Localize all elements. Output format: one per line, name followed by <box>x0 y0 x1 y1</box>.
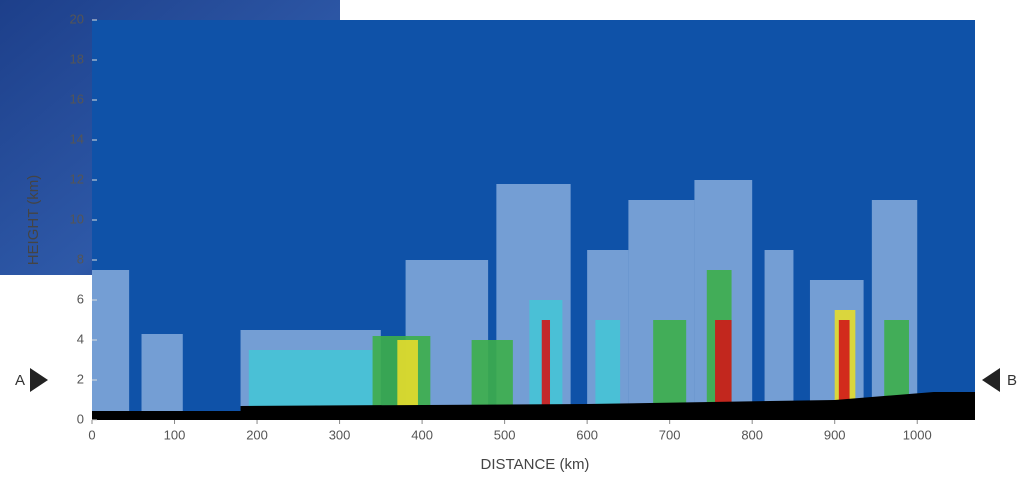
y-tick-label: 2 <box>77 371 84 386</box>
x-tick-label: 200 <box>246 427 268 442</box>
x-tick-label: 900 <box>824 427 846 442</box>
y-tick-label: 6 <box>77 291 84 306</box>
y-tick-label: 12 <box>70 171 84 186</box>
marker-arrow <box>30 368 48 392</box>
y-tick-label: 20 <box>70 11 84 26</box>
y-tick-label: 16 <box>70 91 84 106</box>
chart-title: Vertical Cross section of rain <box>345 0 703 15</box>
x-tick-label: 0 <box>88 427 95 442</box>
y-tick-label: 0 <box>77 411 84 426</box>
x-tick-label: 300 <box>329 427 351 442</box>
plot-area <box>92 20 975 420</box>
y-tick-label: 18 <box>70 51 84 66</box>
x-tick-label: 400 <box>411 427 433 442</box>
echo <box>765 250 794 420</box>
x-tick-label: 1000 <box>903 427 932 442</box>
echo <box>92 270 129 420</box>
y-tick-label: 4 <box>77 331 84 346</box>
x-axis-label: DISTANCE (km) <box>481 456 590 473</box>
echo <box>142 334 183 420</box>
x-tick-label: 700 <box>659 427 681 442</box>
y-tick-label: 14 <box>70 131 84 146</box>
x-tick-label: 800 <box>741 427 763 442</box>
chart: Vertical Cross section of rain DISTANCE … <box>0 0 1036 474</box>
marker-label: A <box>15 372 25 389</box>
y-tick-label: 10 <box>70 211 84 226</box>
marker-label: B <box>1007 372 1017 389</box>
y-tick-label: 8 <box>77 251 84 266</box>
x-tick-label: 100 <box>164 427 186 442</box>
x-tick-label: 500 <box>494 427 516 442</box>
marker-arrow <box>982 368 1000 392</box>
y-axis-label: HEIGHT (km) <box>25 175 42 266</box>
x-tick-label: 600 <box>576 427 598 442</box>
